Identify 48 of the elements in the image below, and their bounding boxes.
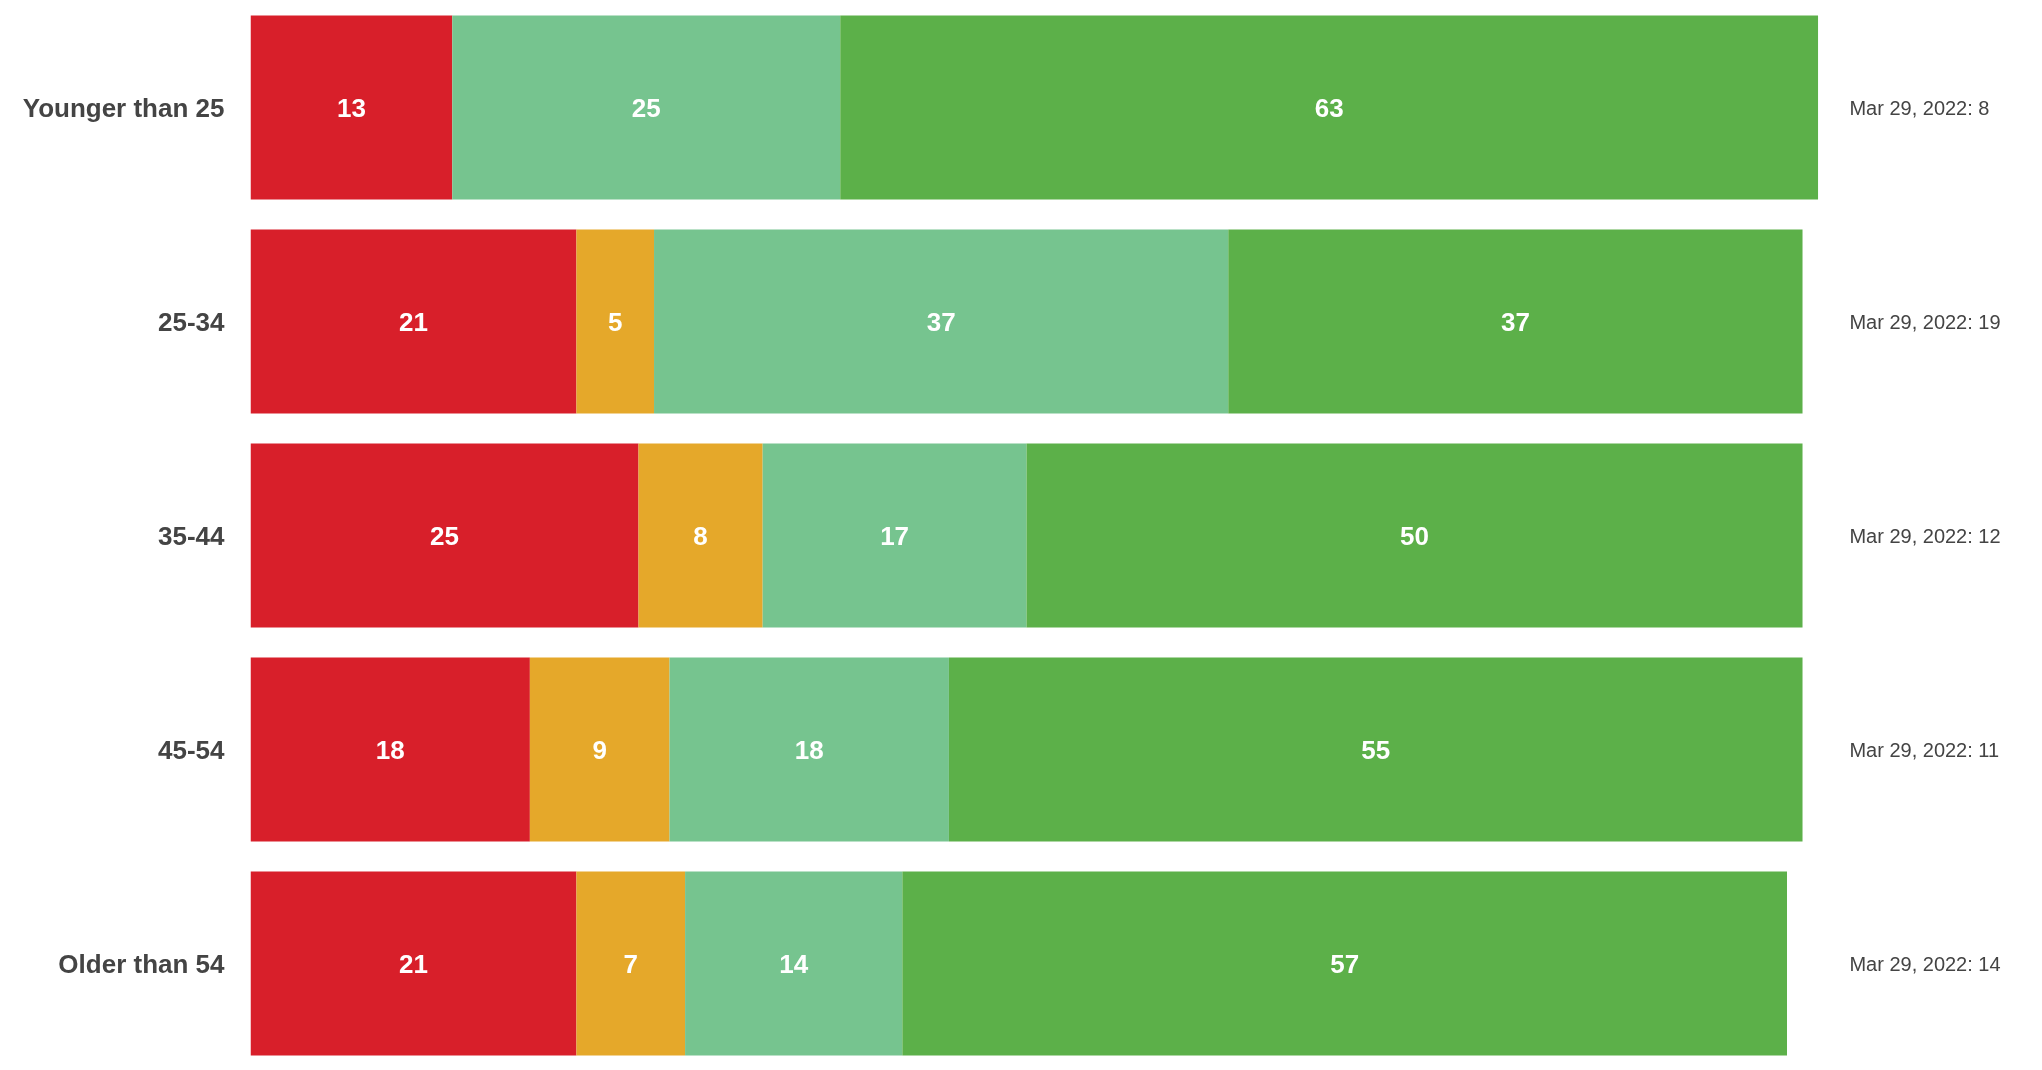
- bar: [452, 15, 841, 200]
- text: Mar 29, 2022: 12: [1849, 524, 2001, 547]
- data-label: 50: [1400, 520, 1429, 551]
- bar: [529, 657, 670, 842]
- text: Mar 29, 2022: 14: [1849, 952, 2001, 975]
- data-label: 14: [779, 948, 809, 979]
- bar: [638, 443, 763, 628]
- y-tick-label: Younger than 25: [22, 92, 225, 123]
- y-tick-label: Older than 54: [58, 948, 226, 979]
- data-label: 8: [693, 520, 708, 551]
- bar: [250, 871, 577, 1056]
- y-tick-label: 35-44: [158, 520, 226, 551]
- text: Mar 29, 2022: 11: [1849, 738, 2000, 761]
- y-tick-label: 25-34: [158, 306, 226, 337]
- bar: [250, 15, 453, 200]
- bar: [902, 871, 1787, 1056]
- data-label: 55: [1361, 734, 1391, 765]
- data-label: 63: [1314, 92, 1344, 123]
- data-label: 37: [926, 306, 956, 337]
- data-label: 9: [592, 734, 607, 765]
- data-label: 21: [399, 306, 428, 337]
- data-label: 13: [336, 92, 366, 123]
- data-label: 21: [399, 948, 428, 979]
- bar: [250, 229, 577, 414]
- data-label: 25: [430, 520, 459, 551]
- data-label: 18: [794, 734, 824, 765]
- data-label: 18: [375, 734, 405, 765]
- text: Mar 29, 2022: 19: [1849, 310, 2001, 333]
- y-tick-label: 45-54: [158, 734, 226, 765]
- bar: [762, 443, 1027, 628]
- bar: [576, 871, 686, 1056]
- bar: [250, 657, 530, 842]
- bar: [685, 871, 903, 1056]
- bar: [1026, 443, 1803, 628]
- data-label: 25: [631, 92, 661, 123]
- bar: [840, 15, 1819, 200]
- bar: [250, 443, 639, 628]
- bar: [1228, 229, 1803, 414]
- text: Mar 29, 2022: 8: [1849, 96, 1990, 119]
- data-label: 7: [623, 948, 638, 979]
- bar: [669, 657, 949, 842]
- bar: [576, 229, 655, 414]
- data-label: 37: [1500, 306, 1530, 337]
- data-label: 17: [880, 520, 910, 551]
- bar: [654, 229, 1229, 414]
- bar: [948, 657, 1803, 842]
- data-label: 57: [1330, 948, 1360, 979]
- data-label: 5: [608, 306, 623, 337]
